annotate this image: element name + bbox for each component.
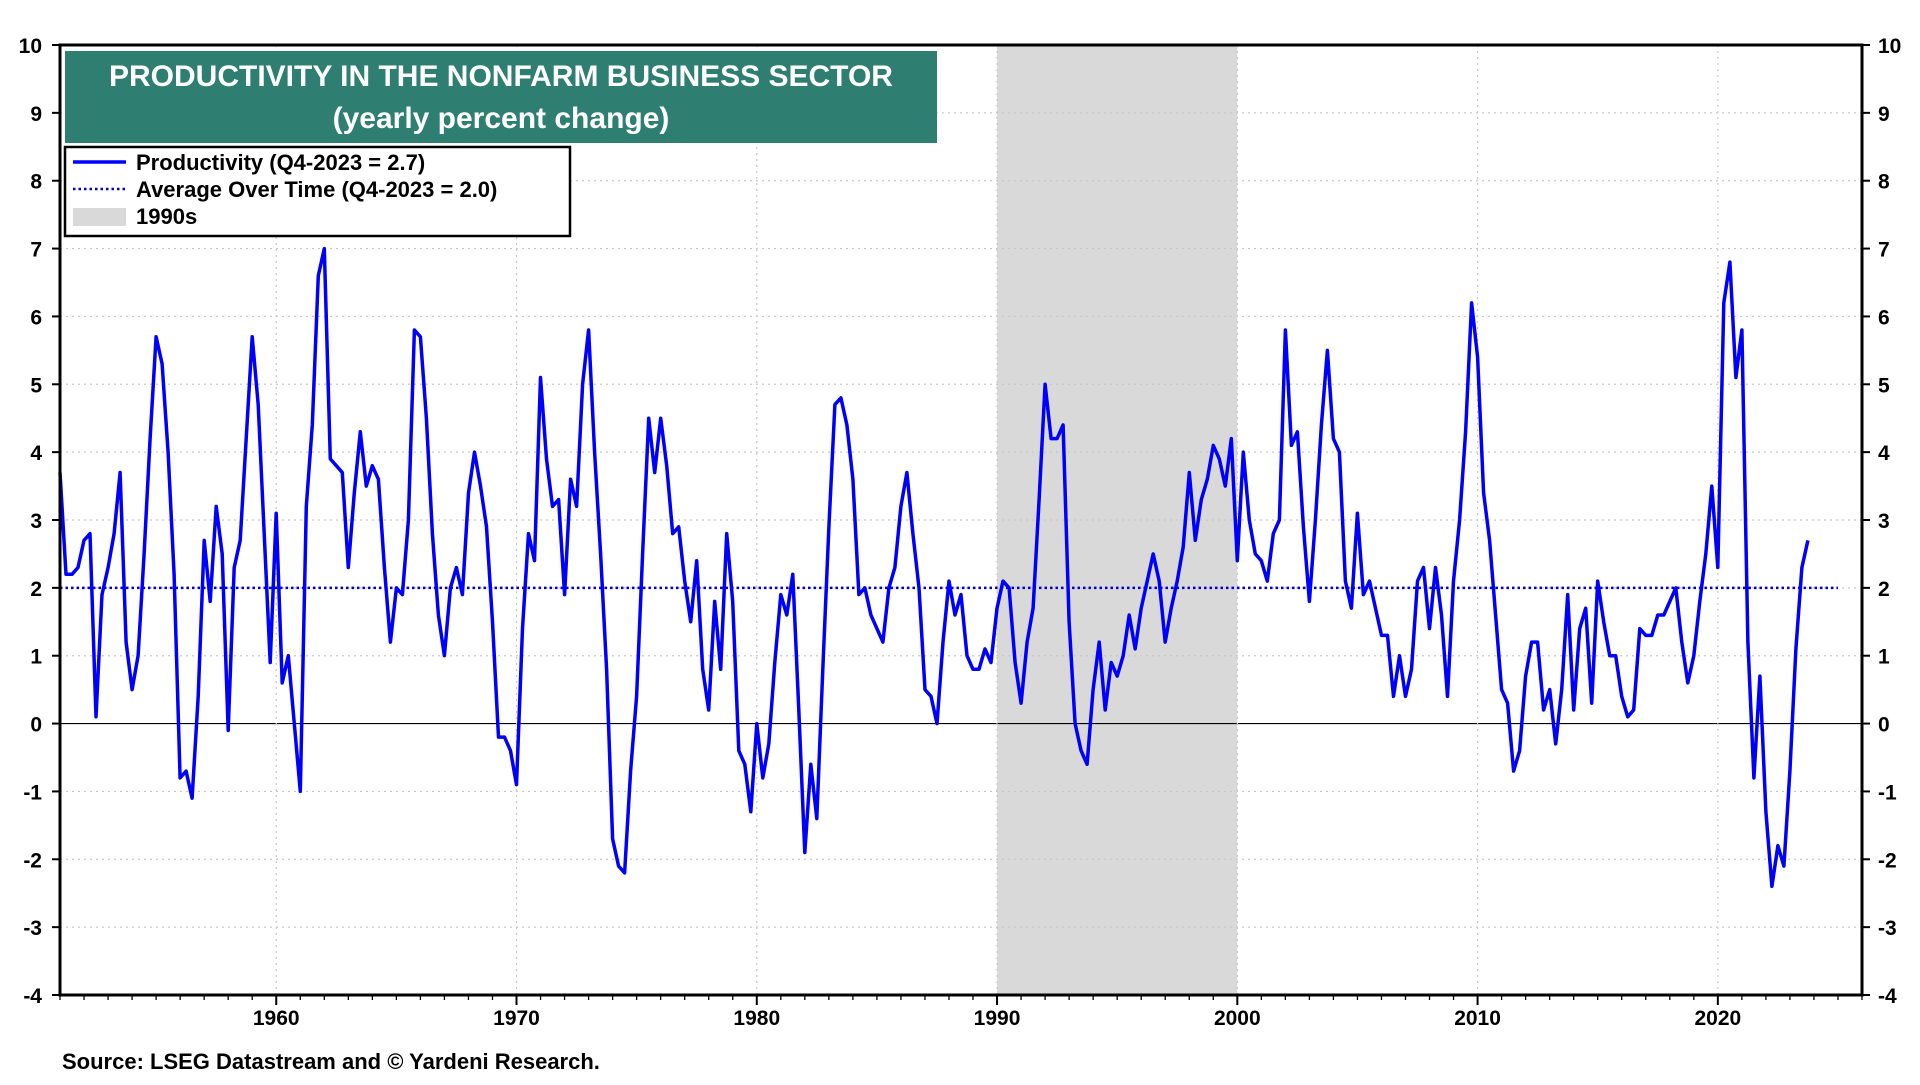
ytick-label-right: 10 [1878,35,1901,58]
ytick-label-right: 5 [1878,374,1890,397]
ytick-label-left: 7 [30,239,42,262]
series-line-productivity [58,246,1810,889]
ytick-label-left: -2 [23,849,42,872]
ytick-label-right: 4 [1878,442,1890,465]
chart-title: PRODUCTIVITY IN THE NONFARM BUSINESS SEC… [109,60,893,93]
legend-label-1990s: 1990s [136,204,197,229]
chart-subtitle: (yearly percent change) [333,102,670,135]
ytick-label-left: 2 [30,578,42,601]
ytick-label-right: -3 [1878,917,1897,940]
ytick-label-right: -1 [1878,781,1897,804]
ytick-label-left: 9 [30,103,42,126]
ytick-label-right: 2 [1878,578,1890,601]
xtick-label: 1990 [974,1007,1021,1030]
legend-label-average: Average Over Time (Q4-2023 = 2.0) [136,177,497,202]
ytick-label-right: 1 [1878,646,1890,669]
title-background [65,51,937,143]
xtick-label: 2020 [1694,1007,1741,1030]
legend: Productivity (Q4-2023 = 2.7) Average Ove… [63,145,572,238]
legend-box [63,145,572,238]
xtick-label: 2010 [1454,1007,1501,1030]
ytick-label-left: 6 [30,306,42,329]
ytick-label-right: -4 [1878,985,1897,1008]
ytick-label-left: 5 [30,374,42,397]
ytick-label-right: -2 [1878,849,1897,872]
ytick-label-left: 8 [30,171,42,194]
ytick-label-right: 9 [1878,103,1890,126]
ytick-label-left: 4 [30,442,42,465]
xtick-label: 1980 [733,1007,780,1030]
ytick-label-left: 3 [30,510,42,533]
xtick-label: 1970 [493,1007,540,1030]
ytick-label-left: -1 [23,781,42,804]
ytick-label-right: 3 [1878,510,1890,533]
legend-swatch-1990s [73,208,126,226]
ytick-label-right: 8 [1878,171,1890,194]
xtick-label: 1960 [253,1007,300,1030]
title-box: PRODUCTIVITY IN THE NONFARM BUSINESS SEC… [65,51,937,143]
source-note: Source: LSEG Datastream and © Yardeni Re… [62,1049,600,1074]
ytick-label-left: -3 [23,917,42,940]
ytick-label-left: 10 [19,35,42,58]
ytick-label-right: 7 [1878,239,1890,262]
legend-label-productivity: Productivity (Q4-2023 = 2.7) [136,150,425,175]
ytick-label-right: 6 [1878,306,1890,329]
ytick-label-left: 0 [30,714,42,737]
ytick-label-left: 1 [30,646,42,669]
ytick-label-left: -4 [23,985,42,1008]
ytick-label-right: 0 [1878,714,1890,737]
xtick-label: 2000 [1214,1007,1261,1030]
